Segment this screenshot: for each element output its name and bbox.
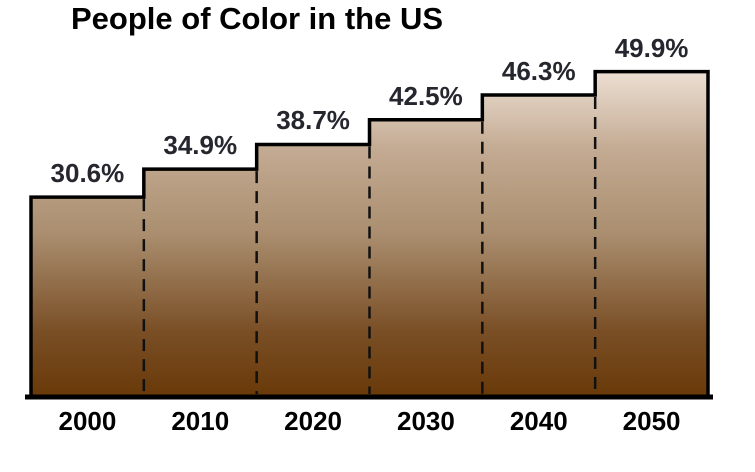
x-tick-label: 2000	[58, 406, 117, 436]
value-label: 49.9%	[614, 32, 689, 63]
x-tick-label: 2030	[396, 406, 455, 436]
value-label: 38.7%	[276, 105, 350, 136]
x-tick-label: 2020	[284, 406, 342, 436]
chart-title: People of Color in the US	[71, 1, 444, 36]
value-label: 30.6%	[50, 158, 125, 189]
value-label: 42.5%	[389, 80, 463, 111]
x-tick-label: 2050	[622, 406, 681, 436]
stepped-outline	[29, 69, 710, 396]
x-tick-label: 2010	[171, 406, 230, 436]
value-label: 46.3%	[501, 56, 576, 87]
x-tick-label: 2040	[509, 406, 568, 436]
value-label: 34.9%	[163, 130, 238, 161]
